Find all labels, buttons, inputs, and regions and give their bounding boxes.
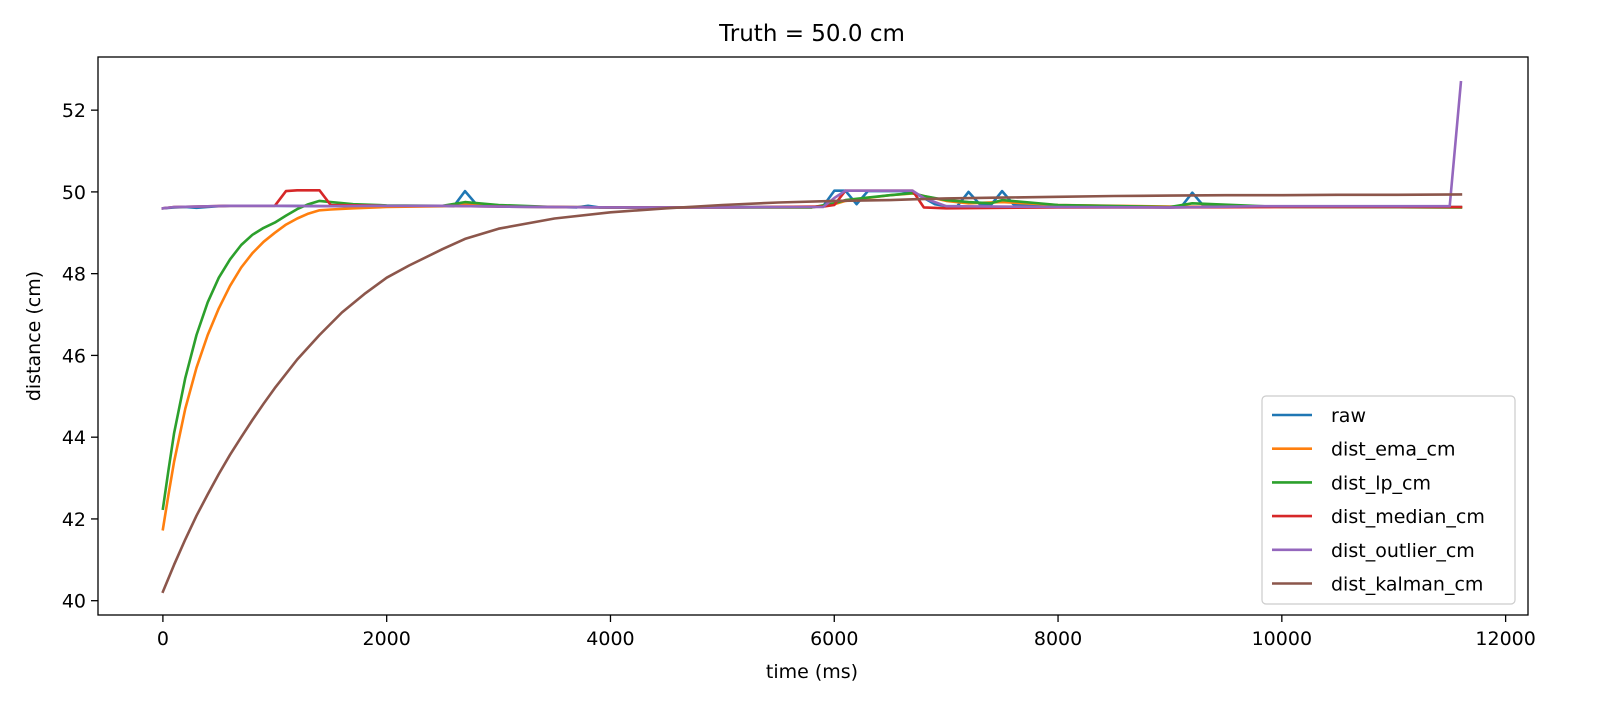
series-line-dist-outlier-cm [161,80,1463,210]
legend-label: dist_lp_cm [1331,472,1431,494]
series-layer [161,80,1463,594]
x-tick-label: 6000 [810,628,858,650]
y-tick-label: 52 [62,100,86,122]
y-tick-label: 50 [62,182,86,204]
x-tick-label: 10000 [1252,628,1312,650]
x-tick-label: 8000 [1034,628,1082,650]
legend-label: dist_outlier_cm [1331,540,1475,562]
series-line-dist-kalman-cm [161,193,1463,594]
legend: raw dist_ema_cm dist_lp_cm dist_median_cmdi… [1261,395,1516,605]
series-line-dist-lp-cm [161,191,1463,511]
legend-label: dist_ema_cm [1331,439,1455,461]
legend-box [1261,395,1516,605]
legend-label: dist_kalman_cm [1331,574,1483,596]
x-tick-label: 12000 [1475,628,1535,650]
y-tick-label: 42 [62,509,86,531]
y-axis-label: distance (cm) [23,271,45,401]
ticks-layer: 0 2000 4000 6000 8000 10000 12000 40 42 44 46 48 50 5… [62,100,1536,650]
x-tick-label: 4000 [586,628,634,650]
y-tick-label: 46 [62,345,86,367]
y-tick-label: 40 [62,591,86,613]
x-tick-label: 0 [157,628,169,650]
legend-label: raw [1331,405,1366,427]
x-tick-label: 2000 [363,628,411,650]
y-tick-label: 44 [62,427,86,449]
plot-frame [97,56,1529,616]
legend-label: dist_median_cm [1331,506,1485,528]
chart-title: Truth = 50.0 cm [718,21,905,47]
y-tick-label: 48 [62,264,86,286]
x-axis-label: time (ms) [766,661,858,683]
